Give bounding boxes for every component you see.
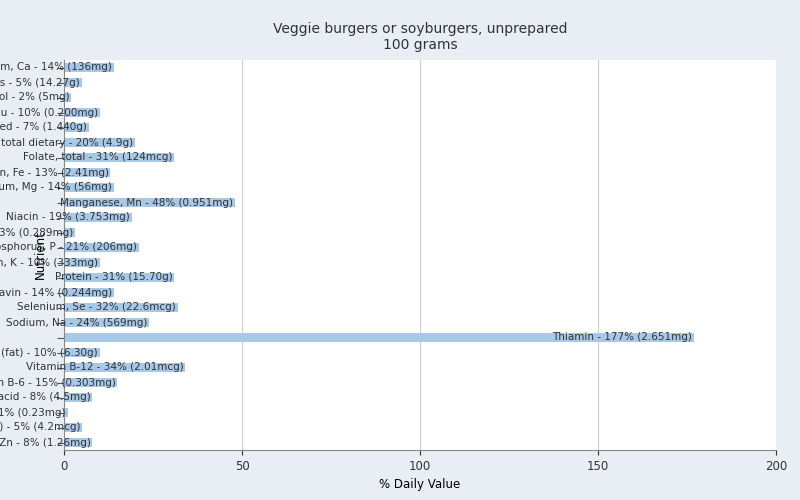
Text: Fiber, total dietary - 20% (4.9g): Fiber, total dietary - 20% (4.9g): [0, 138, 134, 147]
Bar: [64, 62, 114, 72]
Text: Niacin - 19% (3.753mg): Niacin - 19% (3.753mg): [6, 212, 130, 222]
Bar: [64, 392, 93, 402]
Y-axis label: Nutrient: Nutrient: [34, 230, 46, 280]
Text: Fatty acids, total saturated - 7% (1.440g): Fatty acids, total saturated - 7% (1.440…: [0, 122, 87, 132]
Bar: [64, 408, 67, 418]
Bar: [64, 242, 138, 252]
Bar: [64, 228, 74, 237]
Text: Iron, Fe - 13% (2.41mg): Iron, Fe - 13% (2.41mg): [0, 168, 109, 177]
Bar: [64, 78, 82, 88]
Bar: [64, 138, 135, 147]
Text: Thiamin - 177% (2.651mg): Thiamin - 177% (2.651mg): [553, 332, 692, 342]
Bar: [64, 212, 132, 222]
Text: Manganese, Mn - 48% (0.951mg): Manganese, Mn - 48% (0.951mg): [60, 198, 233, 207]
Text: Riboflavin - 14% (0.244mg): Riboflavin - 14% (0.244mg): [0, 288, 112, 298]
Bar: [64, 92, 71, 102]
Bar: [64, 288, 114, 298]
Bar: [64, 302, 178, 312]
Text: Sodium, Na - 24% (569mg): Sodium, Na - 24% (569mg): [6, 318, 148, 328]
Text: Total lipid (fat) - 10% (6.30g): Total lipid (fat) - 10% (6.30g): [0, 348, 98, 358]
X-axis label: % Daily Value: % Daily Value: [379, 478, 461, 492]
Bar: [64, 182, 114, 192]
Text: Protein - 31% (15.70g): Protein - 31% (15.70g): [55, 272, 173, 282]
Text: Carbohydrates - 5% (14.27g): Carbohydrates - 5% (14.27g): [0, 78, 80, 88]
Bar: [64, 108, 99, 118]
Text: Vitamin B-6 - 15% (0.303mg): Vitamin B-6 - 15% (0.303mg): [0, 378, 116, 388]
Title: Veggie burgers or soyburgers, unprepared
100 grams: Veggie burgers or soyburgers, unprepared…: [273, 22, 567, 52]
Bar: [64, 362, 185, 372]
Bar: [64, 318, 150, 328]
Bar: [64, 422, 82, 432]
Bar: [64, 152, 174, 162]
Text: Pantothenic acid - 3% (0.289mg): Pantothenic acid - 3% (0.289mg): [0, 228, 73, 237]
Bar: [64, 438, 93, 448]
Text: Potassium, K - 10% (333mg): Potassium, K - 10% (333mg): [0, 258, 98, 268]
Bar: [64, 168, 110, 177]
Text: Vitamin B-12 - 34% (2.01mcg): Vitamin B-12 - 34% (2.01mcg): [26, 362, 183, 372]
Text: Magnesium, Mg - 14% (56mg): Magnesium, Mg - 14% (56mg): [0, 182, 112, 192]
Bar: [64, 258, 99, 268]
Text: Vitamin K (phylloquinone) - 5% (4.2mcg): Vitamin K (phylloquinone) - 5% (4.2mcg): [0, 422, 80, 432]
Text: Zinc, Zn - 8% (1.26mg): Zinc, Zn - 8% (1.26mg): [0, 438, 90, 448]
Text: Phosphorus, P - 21% (206mg): Phosphorus, P - 21% (206mg): [0, 242, 137, 252]
Text: Selenium, Se - 32% (22.6mcg): Selenium, Se - 32% (22.6mcg): [18, 302, 176, 312]
Text: Folate, total - 31% (124mcg): Folate, total - 31% (124mcg): [23, 152, 173, 162]
Bar: [64, 348, 99, 358]
Bar: [64, 272, 174, 282]
Bar: [64, 378, 118, 388]
Bar: [64, 198, 235, 207]
Bar: [64, 122, 89, 132]
Text: Cholesterol - 2% (5mg): Cholesterol - 2% (5mg): [0, 92, 70, 102]
Text: Calcium, Ca - 14% (136mg): Calcium, Ca - 14% (136mg): [0, 62, 112, 72]
Text: Vitamin E (alpha-tocopherol) - 1% (0.23mg): Vitamin E (alpha-tocopherol) - 1% (0.23m…: [0, 408, 66, 418]
Bar: [64, 332, 694, 342]
Text: Vitamin C, total ascorbic acid - 8% (4.5mg): Vitamin C, total ascorbic acid - 8% (4.5…: [0, 392, 90, 402]
Text: Copper, Cu - 10% (0.200mg): Copper, Cu - 10% (0.200mg): [0, 108, 98, 118]
